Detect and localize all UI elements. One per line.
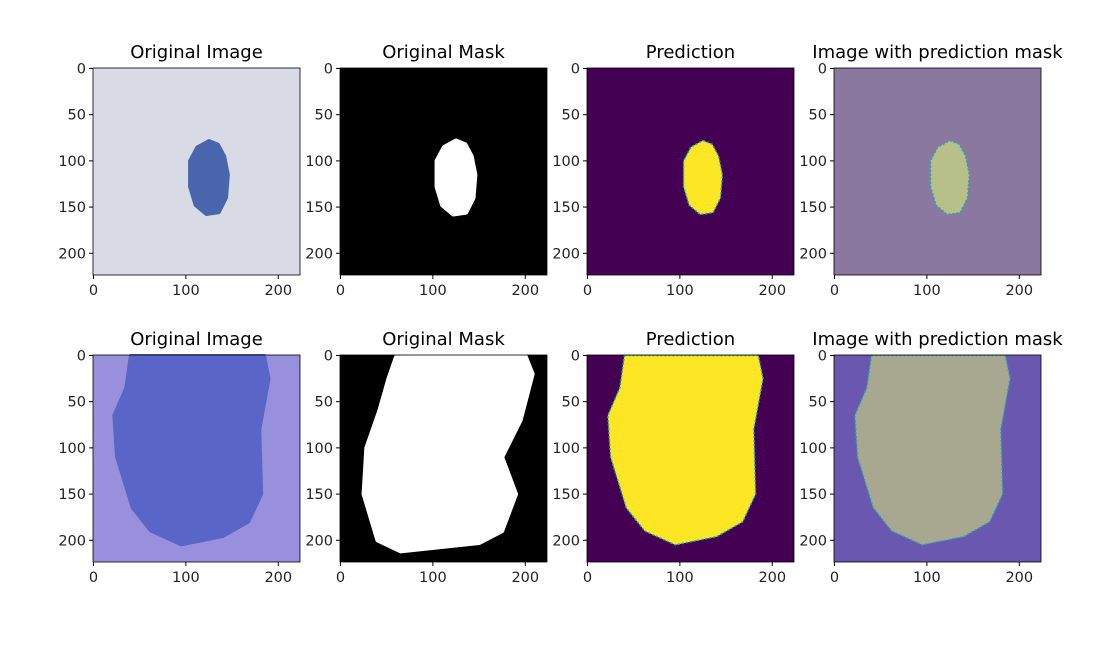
y-tick-label: 50 <box>68 108 86 124</box>
axes-frame <box>339 67 548 276</box>
y-tick-label: 200 <box>799 533 827 549</box>
subplot-1: Original Image 0 100 200 0 50 100 150 200 <box>58 42 301 299</box>
subplot-title: Original Mask <box>382 42 505 63</box>
x-tick-label: 0 <box>583 283 592 299</box>
y-tick-label: 200 <box>552 246 580 262</box>
axes-frame <box>586 67 795 276</box>
y-tick-label: 100 <box>552 441 580 457</box>
lesion-region <box>112 353 271 547</box>
y-tick-label: 150 <box>58 487 86 503</box>
x-tick-label: 0 <box>583 570 592 586</box>
x-tick-label: 0 <box>830 283 839 299</box>
axes-frame <box>833 354 1042 563</box>
y-tick-label: 150 <box>799 487 827 503</box>
y-tick-label: 200 <box>305 246 333 262</box>
axes-frame <box>92 67 301 276</box>
subplot-title: Prediction <box>646 329 735 350</box>
y-tick-label: 50 <box>809 108 827 124</box>
y-tick-label: 150 <box>552 487 580 503</box>
x-tick-label: 200 <box>264 570 292 586</box>
x-tick-label: 0 <box>336 283 345 299</box>
y-tick-label: 0 <box>818 61 827 77</box>
x-tick-label: 0 <box>830 570 839 586</box>
axes-frame <box>586 354 795 563</box>
subplot-7: Prediction 0 100 200 0 50 100 150 200 <box>552 329 795 586</box>
y-tick-label: 50 <box>809 395 827 411</box>
y-tick-label: 150 <box>58 200 86 216</box>
x-tick-label: 100 <box>419 570 447 586</box>
subplot-3: Prediction 0 100 200 0 50 100 150 200 <box>552 42 795 299</box>
x-tick-label: 0 <box>89 283 98 299</box>
y-tick-label: 50 <box>562 108 580 124</box>
subplot-title: Original Mask <box>382 329 505 350</box>
y-tick-label: 200 <box>305 533 333 549</box>
y-tick-label: 50 <box>315 395 333 411</box>
x-tick-label: 200 <box>1005 570 1033 586</box>
y-tick-label: 200 <box>799 246 827 262</box>
axes-frame <box>339 354 548 563</box>
y-tick-label: 200 <box>552 533 580 549</box>
y-tick-label: 150 <box>799 200 827 216</box>
y-tick-label: 50 <box>68 395 86 411</box>
y-tick-label: 150 <box>305 200 333 216</box>
x-tick-label: 0 <box>336 570 345 586</box>
mask-region <box>361 353 535 554</box>
subplot-2: Original Mask 0 100 200 0 50 100 150 200 <box>305 42 548 299</box>
mask-region <box>434 138 478 217</box>
x-tick-label: 100 <box>172 283 200 299</box>
x-tick-label: 0 <box>89 570 98 586</box>
y-tick-label: 0 <box>571 348 580 364</box>
prediction-region <box>854 354 1011 546</box>
subplot-title: Image with prediction mask <box>812 42 1063 63</box>
y-tick-label: 0 <box>324 348 333 364</box>
subplot-6: Original Mask 0 100 200 0 50 100 150 200 <box>305 329 548 586</box>
y-tick-label: 150 <box>552 200 580 216</box>
y-tick-label: 50 <box>315 108 333 124</box>
x-tick-label: 200 <box>758 283 786 299</box>
y-tick-label: 200 <box>58 533 86 549</box>
y-tick-label: 100 <box>305 441 333 457</box>
axes-frame <box>92 354 301 563</box>
y-tick-label: 0 <box>77 61 86 77</box>
x-tick-label: 100 <box>172 570 200 586</box>
x-tick-label: 100 <box>913 283 941 299</box>
x-tick-label: 200 <box>264 283 292 299</box>
y-tick-label: 0 <box>571 61 580 77</box>
lesion-region <box>188 139 230 216</box>
y-tick-label: 200 <box>58 246 86 262</box>
y-tick-label: 100 <box>799 441 827 457</box>
y-tick-label: 100 <box>58 154 86 170</box>
x-tick-label: 100 <box>666 570 694 586</box>
y-tick-label: 0 <box>818 348 827 364</box>
y-tick-label: 100 <box>58 441 86 457</box>
subplot-title: Original Image <box>130 42 263 63</box>
x-tick-label: 200 <box>758 570 786 586</box>
x-tick-label: 200 <box>1005 283 1033 299</box>
x-tick-label: 200 <box>511 283 539 299</box>
y-tick-label: 0 <box>77 348 86 364</box>
axes-frame <box>833 67 1042 276</box>
prediction-region <box>682 139 724 216</box>
prediction-region <box>929 139 971 216</box>
x-tick-label: 100 <box>666 283 694 299</box>
y-tick-label: 150 <box>305 487 333 503</box>
subplot-title: Image with prediction mask <box>812 329 1063 350</box>
subplot-title: Prediction <box>646 42 735 63</box>
y-tick-label: 100 <box>552 154 580 170</box>
y-tick-label: 50 <box>562 395 580 411</box>
x-tick-label: 100 <box>913 570 941 586</box>
x-tick-label: 100 <box>419 283 447 299</box>
y-tick-label: 100 <box>305 154 333 170</box>
subplot-title: Original Image <box>130 329 263 350</box>
y-tick-label: 0 <box>324 61 333 77</box>
x-tick-label: 200 <box>511 570 539 586</box>
y-tick-label: 100 <box>799 154 827 170</box>
prediction-region <box>607 354 764 546</box>
subplot-5: Original Image 0 100 200 0 50 100 150 200 <box>58 329 301 586</box>
